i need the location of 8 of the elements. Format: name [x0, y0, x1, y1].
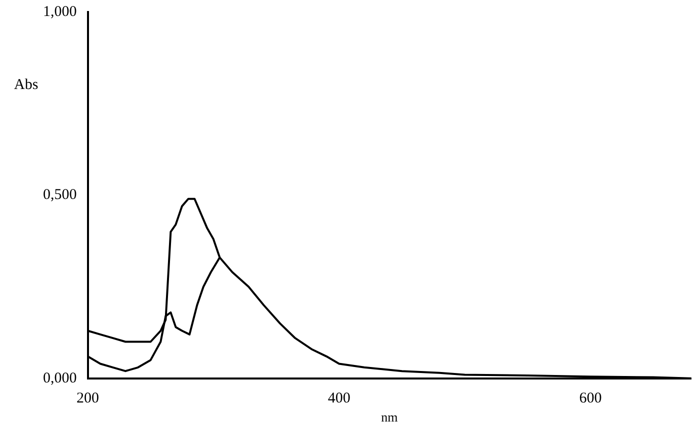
y-axis-title: Abs — [14, 77, 38, 94]
x-axis-title: nm — [381, 410, 398, 425]
y-tick-label: 0,500 — [43, 187, 77, 204]
y-tick-label: 1,000 — [43, 4, 77, 20]
x-tick-label: 400 — [328, 390, 350, 406]
x-tick-label: 200 — [76, 390, 99, 406]
x-tick-label: 600 — [579, 390, 602, 406]
y-tick-label: 0,000 — [43, 370, 77, 386]
